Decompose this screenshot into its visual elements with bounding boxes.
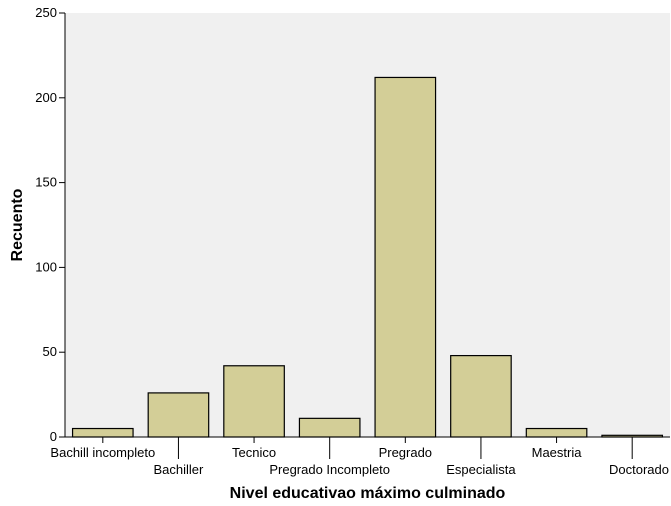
x-tick-label: Maestria	[532, 445, 583, 460]
x-tick-label: Doctorado	[609, 462, 669, 477]
y-tick-label: 200	[35, 90, 57, 105]
bar	[525, 427, 588, 438]
y-tick-label: 150	[35, 175, 57, 190]
y-axis-title: Recuento	[9, 188, 26, 261]
y-tick-label: 100	[35, 259, 57, 274]
y-axis: 0 50 100 150 200 250	[35, 5, 65, 444]
x-tick-label: Especialista	[446, 462, 516, 477]
bar	[374, 76, 437, 438]
x-tick-label: Bachill incompleto	[50, 445, 155, 460]
x-tick-label: Pregrado	[379, 445, 432, 460]
x-axis: Bachill incompleto Bachiller Tecnico Pregra…	[50, 437, 669, 477]
bar	[223, 365, 285, 438]
bar	[147, 392, 210, 438]
bars-group	[71, 76, 664, 438]
bar	[71, 427, 134, 438]
y-tick-label: 50	[43, 344, 57, 359]
plot-area	[65, 13, 670, 437]
x-tick-label: Tecnico	[232, 445, 276, 460]
y-tick-label: 250	[35, 5, 57, 20]
bar	[298, 417, 361, 438]
x-tick-label: Pregrado Incompleto	[269, 462, 390, 477]
y-tick-label: 0	[50, 429, 57, 444]
x-tick-label: Bachiller	[154, 462, 205, 477]
x-axis-title: Nivel educativao máximo culminado	[230, 485, 506, 502]
bar	[450, 354, 512, 438]
